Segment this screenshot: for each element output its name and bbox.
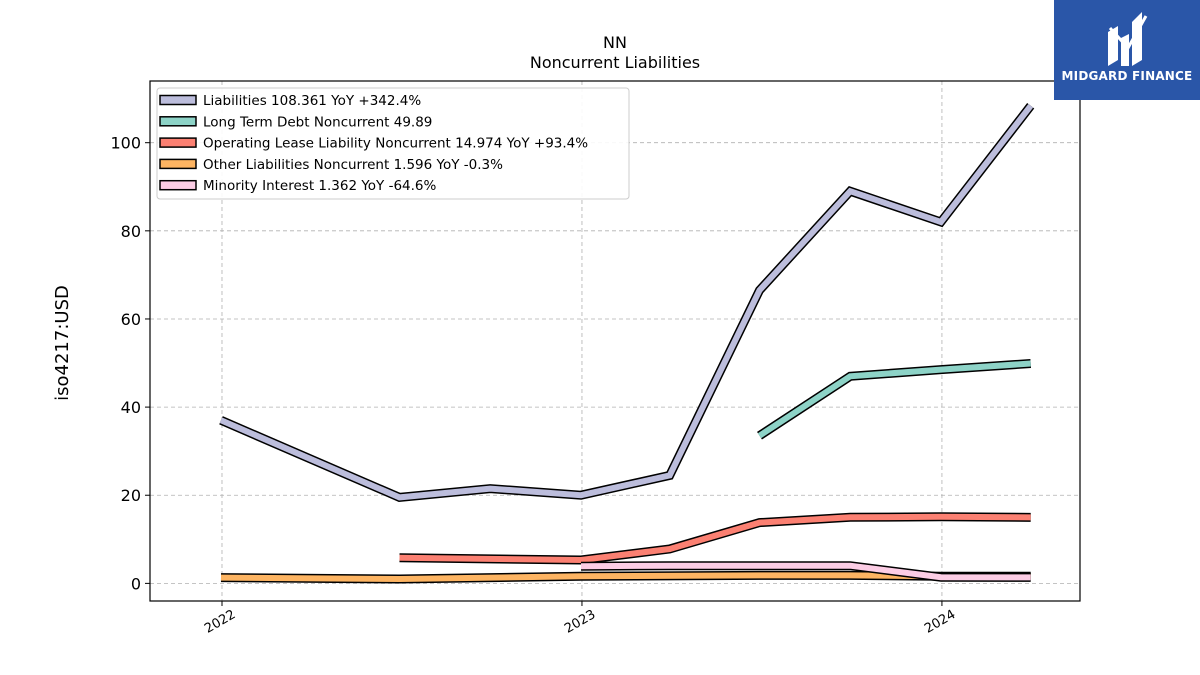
- brand-name: MIDGARD FINANCE: [1061, 69, 1193, 83]
- legend-label: Operating Lease Liability Noncurrent 14.…: [203, 136, 588, 152]
- y-tick-label: 60: [121, 310, 141, 329]
- series-long-term-debt-noncurrent: [757, 359, 1032, 440]
- legend-label: Minority Interest 1.362 YoY -64.6%: [203, 178, 437, 194]
- y-tick-label: 20: [121, 486, 141, 505]
- legend: Liabilities 108.361 YoY +342.4% Long Term…: [156, 87, 630, 200]
- chart-subtitle: Noncurrent Liabilities: [530, 53, 700, 72]
- x-tick-label: 2023: [562, 607, 598, 637]
- x-tick-label: 2024: [922, 607, 958, 637]
- y-tick-label: 40: [121, 398, 141, 417]
- y-tick-label: 100: [110, 134, 141, 153]
- midgard-logo-icon: [1108, 12, 1148, 66]
- legend-label: Other Liabilities Noncurrent 1.596 YoY -…: [203, 157, 503, 173]
- x-tick-label: 2022: [202, 607, 238, 637]
- chart-title: NN: [603, 33, 627, 52]
- legend-swatch: [159, 116, 197, 127]
- legend-box: [156, 87, 630, 200]
- y-tick-label: 0: [131, 574, 141, 593]
- series-line: [757, 360, 1031, 439]
- series-liabilities: [219, 103, 1035, 502]
- brand-logo: MIDGARD FINANCE: [1054, 0, 1200, 100]
- plot-frame: [149, 80, 1081, 602]
- y-tick-label: 80: [121, 222, 141, 241]
- legend-label: Liabilities 108.361 YoY +342.4%: [203, 93, 421, 109]
- legend-swatch: [159, 137, 197, 148]
- series-minority-interest: [580, 561, 1031, 582]
- series-operating-lease-liability-noncurrent: [399, 512, 1031, 565]
- series-lines: [219, 103, 1035, 584]
- legend-label: Long Term Debt Noncurrent 49.89: [203, 114, 432, 130]
- series-line: [399, 513, 1031, 564]
- y-axis-label: iso4217:USD: [52, 285, 73, 401]
- legend-swatch: [159, 94, 197, 106]
- series-line: [219, 103, 1034, 501]
- legend-swatch: [159, 179, 197, 191]
- legend-swatch: [159, 158, 197, 170]
- series-line: [580, 562, 1031, 581]
